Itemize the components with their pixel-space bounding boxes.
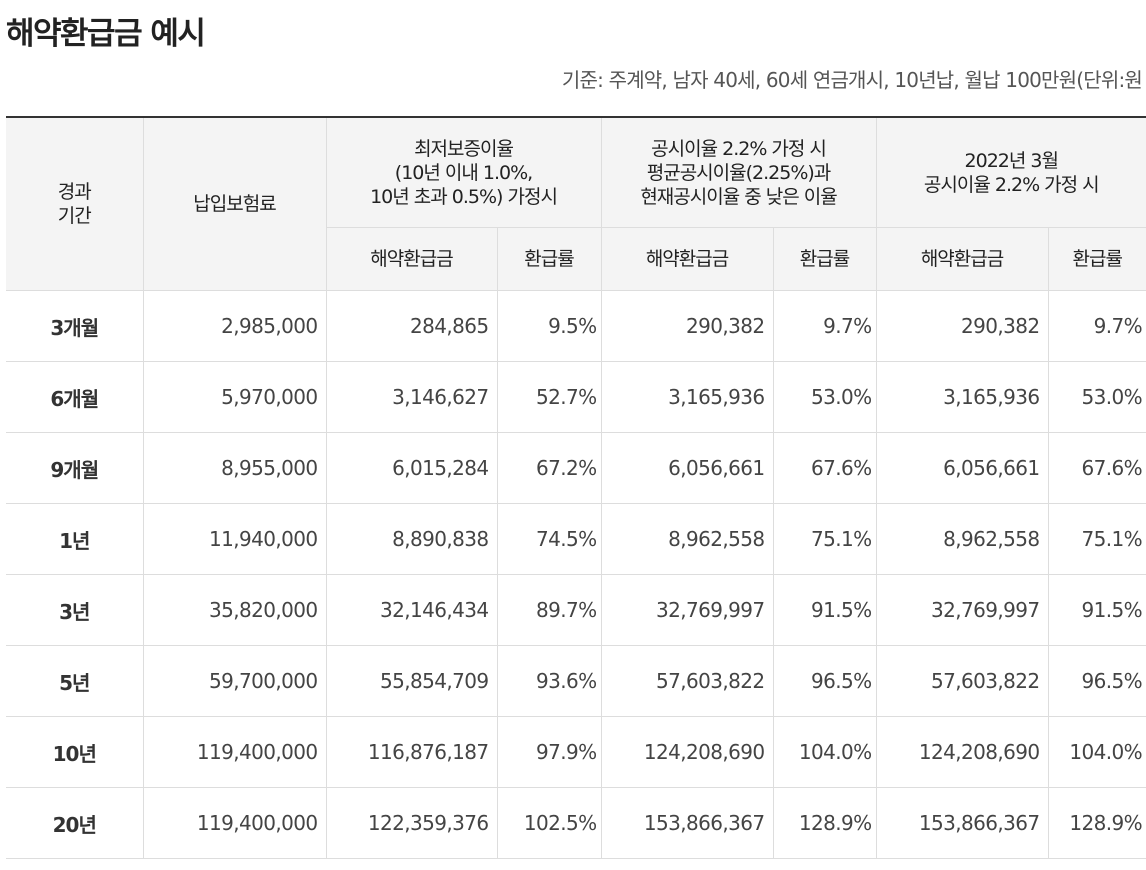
premium-cell: 119,400,000 (143, 716, 327, 788)
surrender-value-cell: 32,146,434 (326, 574, 498, 646)
header-group-2022-march: 2022년 3월 공시이율 2.2% 가정 시 (876, 116, 1146, 228)
refund-rate-cell: 53.0% (773, 361, 877, 433)
refund-rate-cell: 93.6% (497, 645, 602, 717)
surrender-value-cell: 8,962,558 (601, 503, 774, 575)
period-cell: 3년 (6, 574, 144, 646)
header-group-min-guaranteed: 최저보증이율 (10년 이내 1.0%, 10년 초과 0.5%) 가정시 (326, 116, 602, 228)
refund-rate-cell: 67.2% (497, 432, 602, 504)
surrender-value-cell: 153,866,367 (876, 787, 1049, 859)
premium-cell: 35,820,000 (143, 574, 327, 646)
refund-rate-cell: 67.6% (773, 432, 877, 504)
header-refund-rate: 환급률 (497, 227, 602, 291)
header-group-line: 최저보증이율 (414, 137, 514, 160)
table-row: 9개월 8,955,000 6,015,284 67.2% 6,056,661 67.6%… (6, 432, 1146, 504)
header-group-lower-rate: 공시이율 2.2% 가정 시 평균공시이율(2.25%)과 현재공시이율 중 낮… (601, 116, 877, 228)
premium-cell: 11,940,000 (143, 503, 327, 575)
refund-rate-cell: 9.7% (1048, 290, 1146, 362)
period-cell: 10년 (6, 716, 144, 788)
header-refund-rate: 환급률 (1048, 227, 1146, 291)
surrender-value-cell: 153,866,367 (601, 787, 774, 859)
refund-rate-cell: 75.1% (773, 503, 877, 575)
header-premium: 납입보험료 (143, 116, 327, 291)
refund-rate-cell: 104.0% (773, 716, 877, 788)
refund-rate-cell: 67.6% (1048, 432, 1146, 504)
period-cell: 20년 (6, 787, 144, 859)
header-refund-rate: 환급률 (773, 227, 877, 291)
table-row: 3개월 2,985,000 284,865 9.5% 290,382 9.7% 290,38… (6, 290, 1146, 362)
header-group-line: 공시이율 2.2% 가정 시 (651, 137, 827, 160)
header-group-line: 평균공시이율(2.25%)과 (646, 161, 832, 184)
surrender-value-cell: 57,603,822 (601, 645, 774, 717)
period-cell: 1년 (6, 503, 144, 575)
surrender-value-cell: 6,056,661 (876, 432, 1049, 504)
header-surrender-value: 해약환급금 (876, 227, 1049, 291)
refund-rate-cell: 9.5% (497, 290, 602, 362)
page-title: 해약환급금 예시 (6, 16, 206, 52)
refund-rate-cell: 74.5% (497, 503, 602, 575)
refund-rate-cell: 91.5% (773, 574, 877, 646)
header-period-line: 경과 (57, 181, 92, 203)
period-cell: 6개월 (6, 361, 144, 433)
surrender-value-cell: 8,890,838 (326, 503, 498, 575)
surrender-value-cell: 32,769,997 (601, 574, 774, 646)
header-surrender-value: 해약환급금 (326, 227, 498, 291)
table-body: 3개월 2,985,000 284,865 9.5% 290,382 9.7% 290,38… (6, 290, 1146, 859)
surrender-value-cell: 6,056,661 (601, 432, 774, 504)
surrender-value-cell: 122,359,376 (326, 787, 498, 859)
refund-rate-cell: 91.5% (1048, 574, 1146, 646)
table-row: 3년 35,820,000 32,146,434 89.7% 32,769,997 91.… (6, 574, 1146, 646)
surrender-value-cell: 3,165,936 (876, 361, 1049, 433)
premium-cell: 119,400,000 (143, 787, 327, 859)
header-period-line: 기간 (57, 205, 92, 227)
surrender-value-cell: 290,382 (876, 290, 1049, 362)
header-group-line: 현재공시이율 중 낮은 이율 (640, 185, 837, 208)
surrender-value-cell: 32,769,997 (876, 574, 1049, 646)
header-group-line: 2022년 3월 (964, 149, 1059, 172)
period-cell: 5년 (6, 645, 144, 717)
surrender-value-cell: 124,208,690 (601, 716, 774, 788)
refund-rate-cell: 9.7% (773, 290, 877, 362)
refund-rate-cell: 104.0% (1048, 716, 1146, 788)
surrender-value-cell: 290,382 (601, 290, 774, 362)
refund-rate-cell: 128.9% (1048, 787, 1146, 859)
refund-rate-cell: 52.7% (497, 361, 602, 433)
surrender-value-cell: 116,876,187 (326, 716, 498, 788)
refund-rate-cell: 96.5% (773, 645, 877, 717)
header-surrender-value: 해약환급금 (601, 227, 774, 291)
table-row: 20년 119,400,000 122,359,376 102.5% 153,866,3… (6, 787, 1146, 859)
premium-cell: 59,700,000 (143, 645, 327, 717)
surrender-value-cell: 3,165,936 (601, 361, 774, 433)
refund-rate-cell: 89.7% (497, 574, 602, 646)
refund-rate-cell: 128.9% (773, 787, 877, 859)
premium-cell: 2,985,000 (143, 290, 327, 362)
premium-cell: 5,970,000 (143, 361, 327, 433)
refund-rate-cell: 97.9% (497, 716, 602, 788)
table-row: 5년 59,700,000 55,854,709 93.6% 57,603,822 96.… (6, 645, 1146, 717)
premium-cell: 8,955,000 (143, 432, 327, 504)
table-row: 1년 11,940,000 8,890,838 74.5% 8,962,558 75.1%… (6, 503, 1146, 575)
header-period: 경과 기간 (6, 116, 144, 291)
table-row: 6개월 5,970,000 3,146,627 52.7% 3,165,936 53.0%… (6, 361, 1146, 433)
surrender-value-cell: 55,854,709 (326, 645, 498, 717)
refund-rate-cell: 102.5% (497, 787, 602, 859)
surrender-value-cell: 3,146,627 (326, 361, 498, 433)
header-group-line: 공시이율 2.2% 가정 시 (923, 173, 1100, 196)
refund-rate-cell: 75.1% (1048, 503, 1146, 575)
header-group-line: (10년 이내 1.0%, (394, 161, 533, 184)
period-cell: 9개월 (6, 432, 144, 504)
period-cell: 3개월 (6, 290, 144, 362)
surrender-value-cell: 57,603,822 (876, 645, 1049, 717)
surrender-value-cell: 124,208,690 (876, 716, 1049, 788)
surrender-value-cell: 284,865 (326, 290, 498, 362)
table-row: 10년 119,400,000 116,876,187 97.9% 124,208,69… (6, 716, 1146, 788)
header-group-line: 10년 초과 0.5%) 가정시 (370, 185, 558, 208)
basis-note: 기준: 주계약, 남자 40세, 60세 연금개시, 10년납, 월납 100만… (561, 68, 1143, 92)
refund-rate-cell: 96.5% (1048, 645, 1146, 717)
surrender-value-cell: 6,015,284 (326, 432, 498, 504)
refund-rate-cell: 53.0% (1048, 361, 1146, 433)
surrender-value-cell: 8,962,558 (876, 503, 1049, 575)
surrender-value-table: 경과 기간 납입보험료 최저보증이율 (10년 이내 1.0%, 10년 초과 … (6, 116, 1146, 859)
